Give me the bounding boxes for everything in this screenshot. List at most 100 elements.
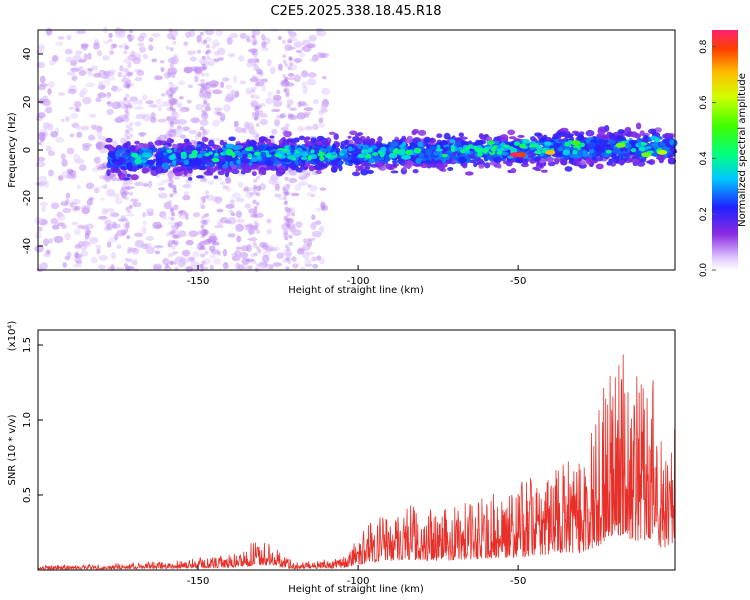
spectrogram-cell — [134, 106, 144, 110]
spectrogram-cell — [102, 40, 110, 45]
spectrogram-cell — [320, 87, 331, 96]
spectrogram-cell — [253, 205, 258, 210]
spectrogram-cell — [194, 75, 199, 83]
spectrogram-cell — [82, 96, 92, 105]
spectrogram-cell — [285, 257, 290, 262]
spectrogram-cell — [261, 78, 268, 83]
spectrogram-cell — [177, 259, 186, 268]
spectrogram-cell — [534, 132, 542, 137]
spectrogram-cell — [171, 245, 176, 250]
spectrogram-cell — [44, 106, 53, 114]
spectrogram-cell — [200, 79, 206, 83]
spectrogram-cell — [216, 111, 223, 116]
spectrogram-cell — [340, 140, 348, 147]
spectrogram-cell — [88, 114, 97, 118]
spectrogram-cell — [78, 59, 86, 63]
spectrogram-cell — [465, 146, 471, 150]
spectrogram-cell — [539, 137, 545, 143]
spectrogram-cell — [268, 264, 274, 269]
spectrogram-cell — [169, 30, 179, 37]
spectrogram-cell — [102, 184, 108, 190]
spectrogram-cell — [148, 104, 158, 108]
spectrogram-cell — [57, 36, 65, 40]
spectrogram-cell — [303, 136, 309, 144]
spectrogram-cell — [287, 155, 295, 160]
spectrogram-cell — [207, 180, 214, 185]
spectrogram-cell — [226, 36, 233, 45]
spectrogram-cell — [202, 155, 210, 160]
spectrogram-cell — [123, 50, 128, 55]
spectrogram-cell — [161, 162, 169, 170]
spectrogram-cell — [321, 75, 327, 80]
spectrogram-cell — [128, 258, 133, 263]
spectrogram-cell — [238, 154, 243, 159]
spectrogram-cell — [126, 135, 131, 140]
spectrogram-cell — [405, 149, 412, 156]
spectrogram-cell — [60, 153, 66, 160]
spectrogram-cell — [254, 76, 259, 81]
spectrogram-cell — [206, 238, 211, 243]
spectrogram-cell — [318, 225, 325, 234]
spectrogram-cell — [526, 151, 535, 159]
spectrogram-cell — [312, 263, 319, 269]
spectrogram-cell — [105, 94, 111, 99]
spectrogram-cell — [206, 55, 211, 60]
spectrogram-cell — [78, 69, 87, 77]
spectrogram-cell — [222, 185, 229, 190]
spectrogram-cell — [325, 147, 332, 152]
spectrogram-cell — [284, 200, 289, 205]
spectrogram-cell — [202, 232, 207, 237]
spectrogram-cell — [447, 167, 454, 171]
spectrogram-cell — [248, 89, 253, 94]
spectrogram-cell — [165, 45, 170, 50]
spectrogram-cell — [364, 153, 372, 159]
spectrogram-cell — [133, 232, 144, 238]
spectrogram-cell — [53, 235, 64, 244]
spectrogram-cell — [366, 169, 374, 174]
spectrogram-cell — [162, 212, 167, 221]
spectrogram-cell — [207, 147, 213, 152]
spectrogram-cell — [255, 105, 260, 110]
spectrogram-cell — [298, 181, 308, 186]
spectrogram-cell — [182, 194, 191, 201]
spectrogram-cell — [392, 148, 401, 155]
spectrogram-cell — [64, 48, 73, 55]
spectrogram-cell — [39, 75, 46, 84]
spectrogram-cell — [435, 162, 443, 170]
spectrogram-cell — [270, 108, 281, 113]
spectrogram-cell — [554, 157, 560, 162]
spectrogram-cell — [558, 138, 564, 143]
spectrogram-cell — [123, 181, 129, 185]
spectrogram-cell — [156, 166, 162, 173]
spectrogram-cell — [413, 147, 422, 154]
y-tick-label: 0.5 — [22, 487, 33, 503]
spectrogram-cell — [496, 144, 502, 149]
spectrogram-cell — [181, 249, 191, 257]
spectrogram-cell — [105, 224, 111, 230]
spectrogram-cell — [331, 164, 339, 170]
spectrogram-cell — [205, 107, 210, 112]
spectrogram-cell — [67, 88, 77, 95]
spectrogram-cell — [225, 168, 233, 173]
spectrogram-cell — [302, 86, 308, 95]
spectrogram-cell — [137, 35, 145, 42]
spectrogram-cell — [248, 129, 257, 135]
spectrogram-cell — [270, 66, 276, 75]
spectrogram-cell — [266, 156, 272, 163]
spectrogram-cell — [282, 59, 287, 64]
spectrogram-cell — [57, 92, 66, 96]
spectrogram-cell — [201, 40, 205, 45]
spectrogram-cell — [285, 266, 290, 271]
spectrogram-cell — [169, 123, 174, 128]
spectrogram-cell — [125, 221, 130, 226]
spectrogram-cell — [138, 46, 146, 53]
spectrogram-cell — [205, 129, 210, 134]
spectrogram-cell — [169, 93, 174, 98]
spectrogram-cell — [111, 173, 117, 182]
spectrogram-cell — [170, 207, 175, 212]
spectrogram-cell — [249, 86, 257, 90]
spectrogram-cell — [593, 145, 601, 151]
spectrogram-cell — [96, 248, 101, 255]
spectrogram-cell — [111, 101, 122, 110]
spectrogram-cell — [328, 131, 336, 136]
